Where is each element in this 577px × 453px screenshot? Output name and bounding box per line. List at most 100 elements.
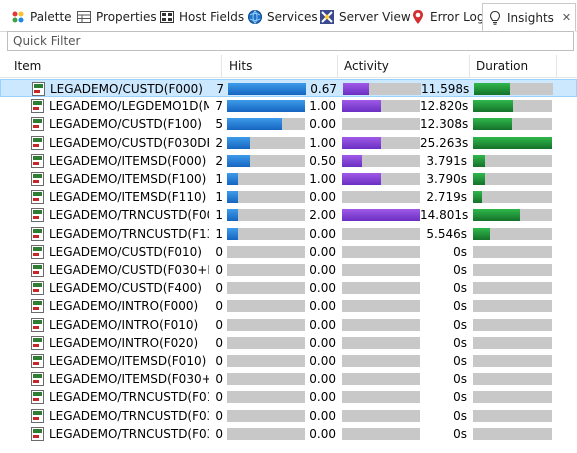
tab-palette[interactable]: Palette: [10, 4, 72, 30]
hits-value: 0: [215, 372, 223, 387]
hits-bar-track: [227, 427, 305, 440]
duration-bar-track: [474, 83, 553, 95]
duration-bar-track: [473, 209, 552, 222]
duration-bar-track: [473, 373, 552, 386]
screen-map-icon: [31, 354, 44, 368]
tab-error-log[interactable]: Error Log: [410, 4, 485, 30]
column-header-duration[interactable]: Duration: [470, 55, 557, 78]
screen-map-icon: [31, 208, 44, 223]
table-row[interactable]: LEGADEMO/CUSTD(F030DROI 2 1.00 25.263s: [0, 134, 577, 152]
hits-value: 0: [215, 299, 223, 314]
table-row[interactable]: LEGADEMO/CUSTD(F100) 5 0.00 12.308s: [0, 115, 577, 133]
screen-map-icon: [31, 426, 44, 441]
activity-bar-track: [342, 427, 420, 440]
item-name: LEGADEMO/INTRO(F000): [49, 299, 199, 314]
activity-value: 1.00: [309, 135, 336, 150]
duration-bar-track: [473, 118, 552, 131]
duration-value: 3.791s: [426, 153, 467, 168]
table-row[interactable]: LEGADEMO/ITEMSD(F110) 1 0.00 2.719s: [0, 188, 577, 206]
hits-bar-track: [227, 136, 305, 149]
screen-map-icon: [31, 190, 44, 205]
duration-value: 14.801s: [420, 208, 469, 223]
hits-value: 0: [215, 390, 223, 405]
table-row[interactable]: LEGADEMO/LEGDEMO1D(ME 7 1.00 12.820s: [0, 97, 577, 115]
screen-map-icon: [31, 153, 44, 168]
tab-services[interactable]: Services: [247, 4, 318, 30]
activity-bar-track: [342, 391, 420, 404]
table-row[interactable]: LEGADEMO/ITEMSD(F100) 1 1.00 3.790s: [0, 170, 577, 188]
item-name: LEGADEMO/TRNCUSTD(F130+: [49, 226, 209, 241]
duration-bar-track: [473, 318, 552, 331]
column-header-item[interactable]: Item: [8, 55, 222, 78]
tab-insights[interactable]: Insights ✕: [482, 3, 577, 32]
table-row[interactable]: LEGADEMO/ITEMSD(F000) 2 0.50 3.791s: [0, 152, 577, 170]
hits-bar-fill: [227, 136, 250, 149]
tab-label: Insights: [507, 10, 554, 25]
activity-value: 0.00: [309, 263, 336, 277]
table-row[interactable]: LEGADEMO/CUSTD(F030+F04 0 0.00 0s: [0, 261, 577, 279]
table-row[interactable]: LEGADEMO/CUSTD(F400) 0 0.00 0s: [0, 279, 577, 297]
hits-value: 1: [215, 208, 223, 223]
hits-bar-fill: [227, 209, 238, 222]
hits-bar-fill: [227, 173, 238, 185]
duration-bar-track: [473, 173, 552, 185]
duration-bar-fill: [473, 118, 512, 131]
tab-host-fields[interactable]: Host Fields: [159, 4, 244, 30]
table-row[interactable]: LEGADEMO/INTRO(F010) 0 0.00 0s: [0, 316, 577, 334]
hits-bar-fill: [227, 227, 238, 240]
table-row[interactable]: LEGADEMO/TRNCUSTD(F000) 1 2.00 14.801s: [0, 206, 577, 224]
close-icon[interactable]: ✕: [561, 11, 572, 24]
activity-value: 0.00: [309, 426, 336, 441]
column-header-activity[interactable]: Activity: [338, 55, 470, 78]
hits-bar-track: [227, 409, 305, 422]
hits-value: 0: [215, 354, 223, 368]
hits-bar-fill: [227, 100, 305, 113]
hits-value: 7: [215, 99, 223, 114]
quick-filter-input[interactable]: Quick Filter: [7, 31, 574, 51]
duration-value: 0s: [453, 335, 467, 350]
item-name: LEGADEMO/ITEMSD(F110): [49, 190, 207, 205]
duration-value: 5.546s: [426, 226, 467, 241]
column-header-hits[interactable]: Hits: [223, 55, 338, 78]
hits-bar-track: [228, 83, 306, 95]
lightbulb-icon: [487, 10, 503, 26]
hits-value: 0: [215, 244, 223, 259]
table-row[interactable]: LEGADEMO/INTRO(F020) 0 0.00 0s: [0, 334, 577, 352]
tab-label: Palette: [30, 10, 72, 24]
hits-bar-track: [227, 264, 305, 276]
tab-label: Server View: [339, 10, 411, 24]
activity-value: 0.50: [309, 153, 336, 168]
table-row[interactable]: LEGADEMO/TRNCUSTD(F010) 0 0.00 0s: [0, 388, 577, 406]
hits-bar-track: [227, 282, 305, 295]
table-row[interactable]: LEGADEMO/ITEMSD(F010) 0 0.00 0s: [0, 352, 577, 370]
duration-value: 0s: [453, 354, 467, 368]
hits-bar-track: [227, 100, 305, 113]
screen-map-icon: [31, 99, 44, 114]
table-row[interactable]: LEGADEMO/INTRO(F000) 0 0.00 0s: [0, 297, 577, 315]
hits-value: 0: [215, 408, 223, 423]
activity-value: 0.00: [309, 190, 336, 205]
activity-value: 0.00: [309, 354, 336, 368]
hits-value: 2: [215, 135, 223, 150]
item-name: LEGADEMO/INTRO(F010): [49, 317, 199, 332]
tab-properties[interactable]: Properties: [76, 4, 157, 30]
tab-server-view[interactable]: Server View: [319, 4, 411, 30]
duration-value: 0s: [453, 244, 467, 259]
table-row[interactable]: LEGADEMO/CUSTD(F000) 7 0.67 11.598s: [0, 79, 577, 97]
duration-value: 0s: [453, 263, 467, 277]
activity-value: 0.00: [309, 226, 336, 241]
duration-bar-fill: [473, 227, 491, 240]
table-row[interactable]: LEGADEMO/TRNCUSTD(F030+ 0 0.00 0s: [0, 407, 577, 425]
activity-bar-track: [342, 245, 420, 258]
hits-value: 1: [215, 190, 223, 205]
activity-value: 0.00: [309, 408, 336, 423]
activity-bar-track: [342, 282, 420, 295]
table-row[interactable]: LEGADEMO/ITEMSD(F030+F0 0 0.00 0s: [0, 370, 577, 388]
activity-bar-fill: [342, 100, 381, 113]
activity-bar-track: [342, 209, 420, 222]
table-row[interactable]: LEGADEMO/TRNCUSTD(F130+ 1 0.00 5.546s: [0, 225, 577, 243]
item-name: LEGADEMO/TRNCUSTD(F030D: [49, 426, 209, 441]
table-row[interactable]: LEGADEMO/CUSTD(F010) 0 0.00 0s: [0, 243, 577, 261]
activity-bar-track: [342, 191, 420, 204]
table-row[interactable]: LEGADEMO/TRNCUSTD(F030D 0 0.00 0s: [0, 425, 577, 443]
